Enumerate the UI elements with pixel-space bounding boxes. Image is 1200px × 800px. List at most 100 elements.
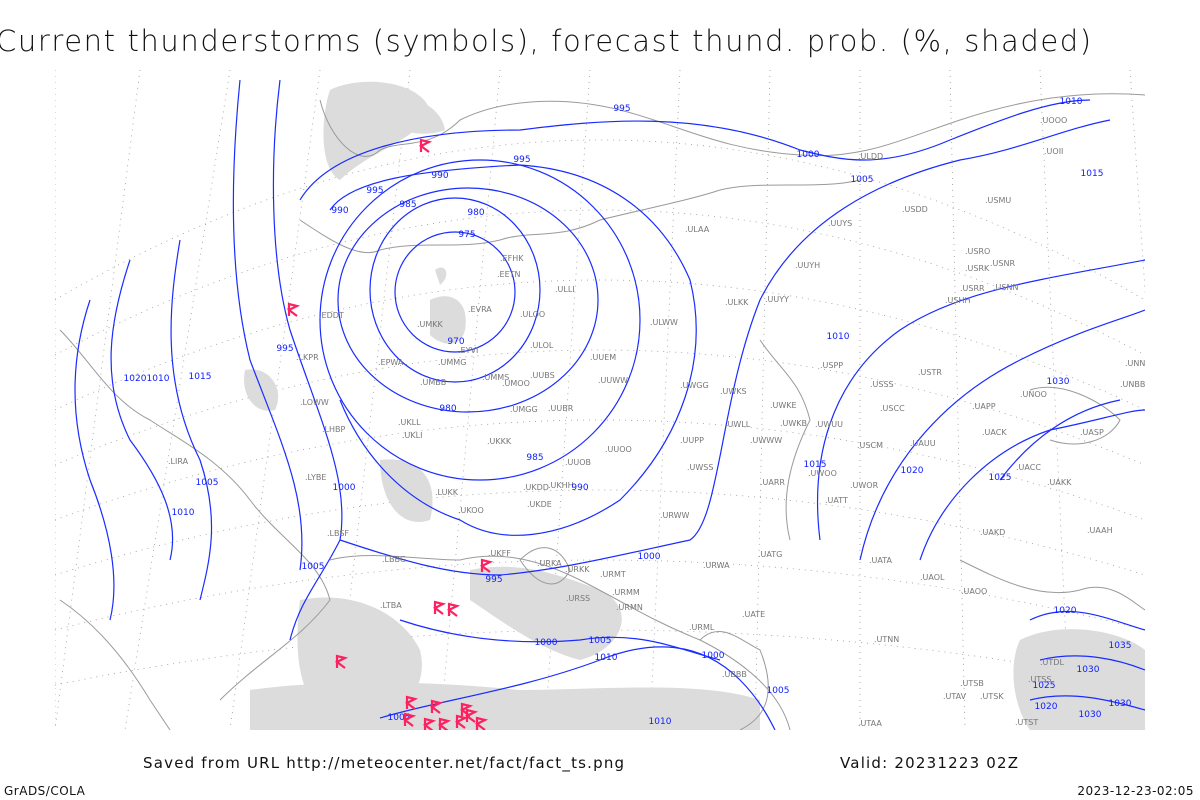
station-label: .UNBB: [1120, 380, 1145, 389]
meridian-line: [649, 70, 681, 730]
meridian-line: [124, 70, 231, 730]
isobar-label: 1005: [767, 686, 790, 696]
generated-timestamp: 2023-12-23-02:05: [1077, 784, 1194, 798]
station-label: .UWOO: [808, 469, 837, 478]
isobar-label: 1030: [1079, 710, 1102, 720]
station-label: .EYVI: [458, 346, 478, 355]
isobar-label: 1030: [1109, 699, 1132, 709]
thunderstorm-flag-icon: [422, 717, 437, 730]
station-label: .UTAV: [943, 692, 967, 701]
isobar-label: 990: [331, 206, 348, 216]
station-label: .UOII: [1044, 147, 1063, 156]
isobar-labels: 995 995 1000 1005 1015 1010 990 995 990 985 980 975…: [124, 97, 1132, 727]
meridian-line: [1129, 70, 1145, 296]
station-label: .LUKK: [435, 488, 459, 497]
station-label: .UWKE: [770, 401, 797, 410]
station-label: .USSS: [870, 380, 894, 389]
station-label: .USNN: [993, 283, 1018, 292]
station-label: .UUOB: [565, 458, 591, 467]
station-label: .LBSF: [327, 529, 349, 538]
isobar-label: 1030: [1077, 665, 1100, 675]
station-label: .URSS: [566, 594, 590, 603]
parallel-line: [55, 209, 1145, 356]
station-label: .USNR: [990, 259, 1015, 268]
isobar-label: 1010: [595, 653, 618, 663]
thunderstorm-flag-icon: [454, 714, 469, 729]
isobar-label: 1020: [1035, 702, 1058, 712]
station-label: .UUYS: [828, 219, 852, 228]
isobar-label: 985: [526, 453, 543, 463]
parallel-line: [55, 629, 1145, 686]
station-label: .LTBA: [380, 601, 402, 610]
station-label: .UNOO: [1020, 390, 1047, 399]
thunderstorm-flag-icon: [479, 558, 494, 573]
station-label: .USTR: [918, 368, 942, 377]
station-label: .USMU: [985, 196, 1011, 205]
thunderstorm-flag-icon: [402, 712, 417, 727]
isobar-label: 1020: [901, 466, 924, 476]
isobar-label: 995: [485, 575, 502, 585]
station-label: .ULOO: [520, 310, 545, 319]
station-label: .ULAA: [685, 225, 710, 234]
station-label: .ULOL: [530, 341, 554, 350]
thunderstorm-symbols: [286, 138, 494, 730]
station-label: .URKK: [565, 565, 590, 574]
station-label: .URWW: [660, 511, 690, 520]
thunderstorm-flag-icon: [404, 695, 419, 710]
station-label: .UTAA: [858, 719, 882, 728]
station-label: .UKOO: [458, 506, 484, 515]
thunderstorm-flag-icon: [464, 708, 479, 723]
station-label: .UOOO: [1040, 116, 1067, 125]
station-label: .UATT: [825, 496, 848, 505]
station-label: .UWUU: [815, 420, 843, 429]
station-label: .USPP: [820, 361, 843, 370]
station-label: .LYBE: [305, 473, 326, 482]
isobar-label: 1010: [147, 374, 170, 384]
station-label: .UKLL: [398, 418, 421, 427]
thunderstorm-flag-icon: [418, 138, 433, 153]
station-label: .UUBS: [530, 371, 555, 380]
station-label: .EETN: [497, 270, 521, 279]
station-label: .UASP: [1080, 428, 1104, 437]
isobar-label: 1005: [196, 478, 219, 488]
isobar-label: 1005: [388, 713, 411, 723]
thunderstorm-flag-icon: [446, 602, 461, 617]
station-label: .UUPP: [680, 436, 704, 445]
station-label: .UKLI: [402, 431, 422, 440]
isobar-label: 1015: [1081, 169, 1104, 179]
station-label: .LBBG: [382, 555, 406, 564]
station-label: .URMN: [616, 603, 643, 612]
isobar-label: 1000: [797, 150, 820, 160]
station-label: .UWSS: [687, 463, 713, 472]
station-label: .UTDL: [1040, 658, 1064, 667]
station-label: .EFHK: [500, 254, 524, 263]
source-url-text: Saved from URL http://meteocenter.net/fa…: [143, 754, 626, 772]
grads-credit: GrADS/COLA: [4, 784, 86, 798]
isobar-label: 1025: [989, 473, 1012, 483]
thunderstorm-flag-icon: [437, 717, 452, 730]
station-label: .EPWA: [378, 358, 404, 367]
station-label: .UARR: [760, 478, 785, 487]
thunderstorm-probability-shading: [244, 81, 1145, 730]
isobar-label: 1020: [1054, 606, 1077, 616]
parallel-line: [55, 279, 1145, 411]
isobar-label: 1000: [638, 552, 661, 562]
station-label: .UWGG: [680, 381, 709, 390]
isobar-label: 970: [447, 337, 464, 347]
station-label: .URKA: [537, 559, 562, 568]
station-label: .UMBB: [420, 378, 446, 387]
isobar-label: 1005: [851, 175, 874, 185]
station-label: .UMGG: [510, 405, 538, 414]
station-label: .EDDT: [319, 311, 344, 320]
station-label: .ULDD: [858, 152, 883, 161]
isobar-label: 1000: [333, 483, 356, 493]
station-label: .UKDD: [523, 483, 549, 492]
station-label: .UAKK: [1047, 478, 1072, 487]
isobar-label: 1010: [827, 332, 850, 342]
isobar-label: 1010: [1060, 97, 1083, 107]
isobar-label: 990: [571, 483, 588, 493]
station-label: .URML: [689, 623, 715, 632]
station-label: .LKPR: [296, 353, 319, 362]
station-label: .USRK: [965, 264, 990, 273]
isobar-label: 980: [467, 208, 484, 218]
